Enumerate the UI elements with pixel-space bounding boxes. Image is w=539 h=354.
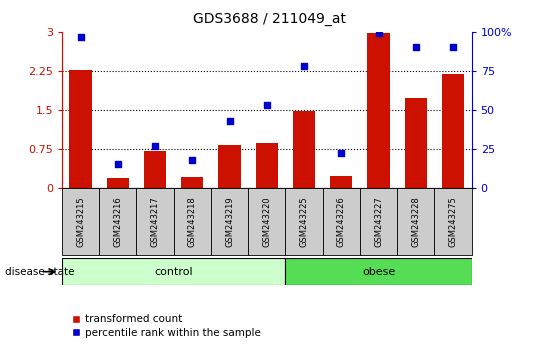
- Text: GSM243225: GSM243225: [300, 196, 308, 247]
- Bar: [107, 178, 129, 188]
- Text: GSM243220: GSM243220: [262, 196, 271, 247]
- Bar: [405, 98, 427, 188]
- Text: GSM243217: GSM243217: [150, 196, 160, 247]
- Text: GSM243219: GSM243219: [225, 196, 234, 247]
- Bar: [62, 258, 286, 285]
- Bar: [293, 111, 315, 188]
- Text: control: control: [154, 267, 193, 277]
- Bar: [62, 188, 99, 255]
- Bar: [323, 188, 360, 255]
- Point: [77, 34, 85, 39]
- Bar: [211, 188, 248, 255]
- Point: [188, 157, 197, 162]
- Point: [151, 143, 160, 148]
- Text: GSM243216: GSM243216: [113, 196, 122, 247]
- Text: disease state: disease state: [5, 267, 75, 277]
- Bar: [144, 151, 166, 188]
- Bar: [255, 143, 278, 188]
- Text: GSM243228: GSM243228: [411, 196, 420, 247]
- Point: [374, 30, 383, 36]
- Bar: [174, 188, 211, 255]
- Legend: transformed count, percentile rank within the sample: transformed count, percentile rank withi…: [67, 310, 265, 342]
- Bar: [434, 188, 472, 255]
- Point: [337, 150, 345, 156]
- Bar: [442, 74, 464, 188]
- Bar: [286, 188, 323, 255]
- Text: obese: obese: [362, 267, 395, 277]
- Point: [262, 102, 271, 108]
- Bar: [360, 188, 397, 255]
- Bar: [330, 176, 353, 188]
- Bar: [368, 33, 390, 188]
- Point: [448, 45, 457, 50]
- Bar: [181, 177, 204, 188]
- Text: GSM243226: GSM243226: [337, 196, 346, 247]
- Bar: [70, 70, 92, 188]
- Bar: [218, 145, 241, 188]
- Bar: [397, 188, 434, 255]
- Text: GSM243275: GSM243275: [448, 196, 458, 247]
- Text: GDS3688 / 211049_at: GDS3688 / 211049_at: [193, 12, 346, 27]
- Bar: [286, 258, 472, 285]
- Text: GSM243215: GSM243215: [76, 196, 85, 247]
- Bar: [99, 188, 136, 255]
- Point: [411, 45, 420, 50]
- Point: [300, 63, 308, 69]
- Text: GSM243218: GSM243218: [188, 196, 197, 247]
- Text: GSM243227: GSM243227: [374, 196, 383, 247]
- Point: [225, 118, 234, 124]
- Bar: [248, 188, 286, 255]
- Point: [114, 161, 122, 167]
- Bar: [136, 188, 174, 255]
